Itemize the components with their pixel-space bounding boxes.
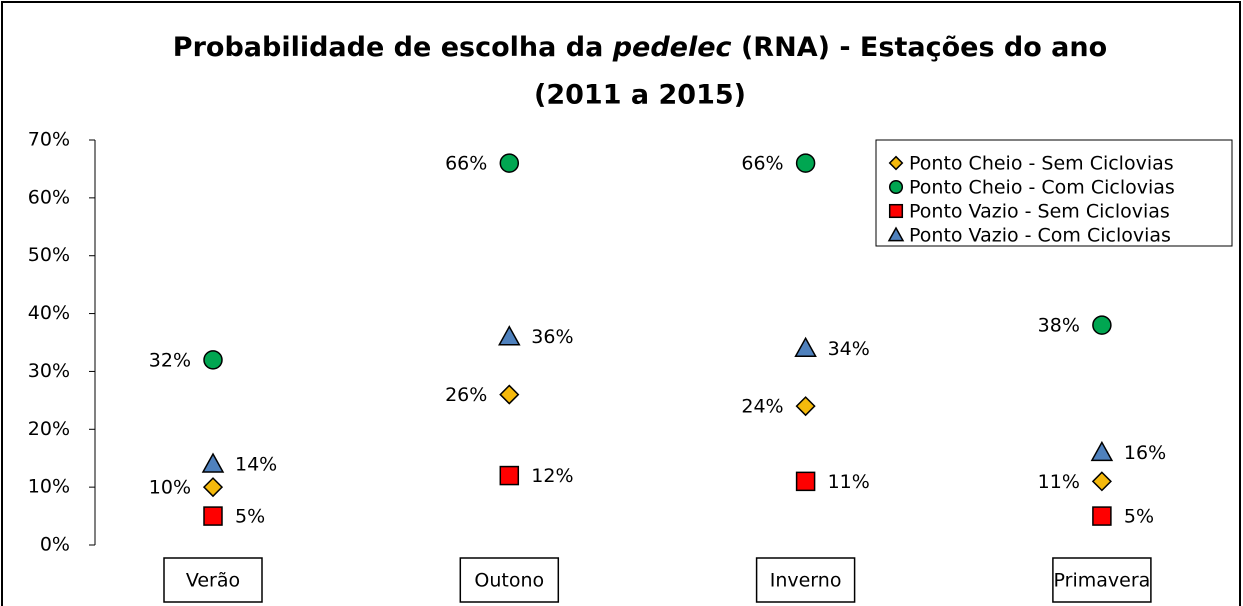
point [201, 452, 225, 473]
data-label: 16% [1124, 442, 1166, 464]
point [1090, 440, 1114, 462]
data-label: 5% [235, 506, 265, 528]
data-label: 10% [149, 477, 191, 499]
point [1091, 471, 1112, 492]
data-label: 11% [828, 471, 870, 493]
legend-marker [887, 226, 905, 242]
y-tick-label: 40% [28, 302, 70, 324]
data-label: 24% [741, 396, 783, 418]
data-label: 5% [1124, 506, 1154, 528]
point [499, 153, 520, 173]
data-label: 34% [828, 338, 870, 360]
x-tick-label: Verão [186, 570, 240, 592]
y-tick-label: 10% [28, 476, 70, 498]
category-box [459, 557, 560, 603]
category-box [1052, 557, 1152, 603]
y-tick-label: 30% [28, 360, 70, 382]
data-label: 26% [445, 384, 487, 406]
x-tick-label: Primavera [1054, 570, 1151, 592]
x-tick-label: Inverno [770, 570, 842, 592]
title-part: (RNA) - Estações do ano [732, 32, 1108, 63]
chart-subtitle: (2011 a 2015) [534, 80, 746, 111]
category-box [755, 557, 856, 603]
point [795, 471, 816, 492]
legend-label: Ponto Vazio - Sem Ciclovias [909, 201, 1170, 223]
point [203, 506, 223, 526]
title-part: Probabilidade de escolha da [173, 32, 613, 63]
y-tick-label: 60% [28, 186, 70, 208]
point [794, 336, 817, 358]
point [499, 384, 520, 405]
legend-marker [888, 155, 904, 171]
point [1092, 506, 1112, 526]
legend-marker [888, 203, 904, 219]
data-label: 66% [741, 153, 783, 175]
point [1092, 315, 1112, 335]
point [202, 477, 224, 498]
y-tick-label: 50% [28, 244, 70, 266]
chart-title: Probabilidade de escolha da pedelec (RNA… [173, 32, 1107, 63]
data-label: 12% [531, 465, 573, 487]
title-part: pedelec [612, 32, 732, 63]
point [498, 325, 521, 346]
category-box [163, 557, 263, 603]
y-tick-label: 20% [28, 418, 70, 440]
point [795, 153, 816, 173]
data-label: 11% [1038, 471, 1080, 493]
data-label: 38% [1038, 315, 1080, 337]
x-tick-label: Outono [474, 570, 544, 592]
legend-label: Ponto Cheio - Com Ciclovias [909, 177, 1175, 199]
data-label: 32% [149, 349, 191, 371]
point [499, 465, 520, 486]
point [795, 396, 816, 417]
legend-marker [888, 179, 904, 195]
data-label: 14% [235, 454, 277, 476]
y-tick-label: 70% [28, 129, 70, 151]
legend-label: Ponto Cheio - Sem Ciclovias [909, 153, 1174, 175]
data-label: 66% [445, 153, 487, 175]
legend-label: Ponto Vazio - Com Ciclovias [909, 225, 1171, 247]
data-label: 36% [531, 326, 573, 348]
y-tick-label: 0% [40, 534, 70, 556]
legend-box [875, 139, 1233, 247]
point [203, 350, 223, 370]
